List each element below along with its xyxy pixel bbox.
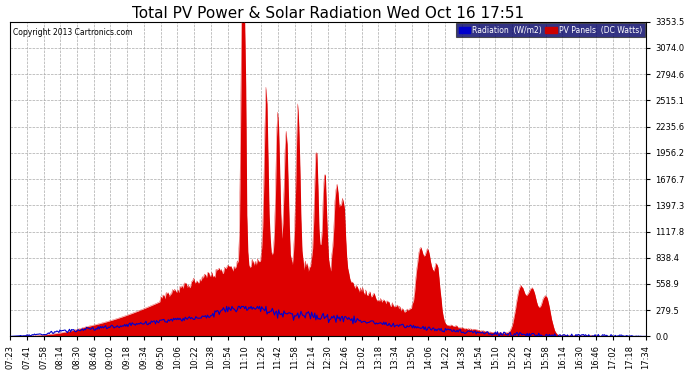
Text: Copyright 2013 Cartronics.com: Copyright 2013 Cartronics.com <box>13 28 132 37</box>
Legend: Radiation  (W/m2), PV Panels  (DC Watts): Radiation (W/m2), PV Panels (DC Watts) <box>456 23 644 37</box>
Title: Total PV Power & Solar Radiation Wed Oct 16 17:51: Total PV Power & Solar Radiation Wed Oct… <box>132 6 524 21</box>
